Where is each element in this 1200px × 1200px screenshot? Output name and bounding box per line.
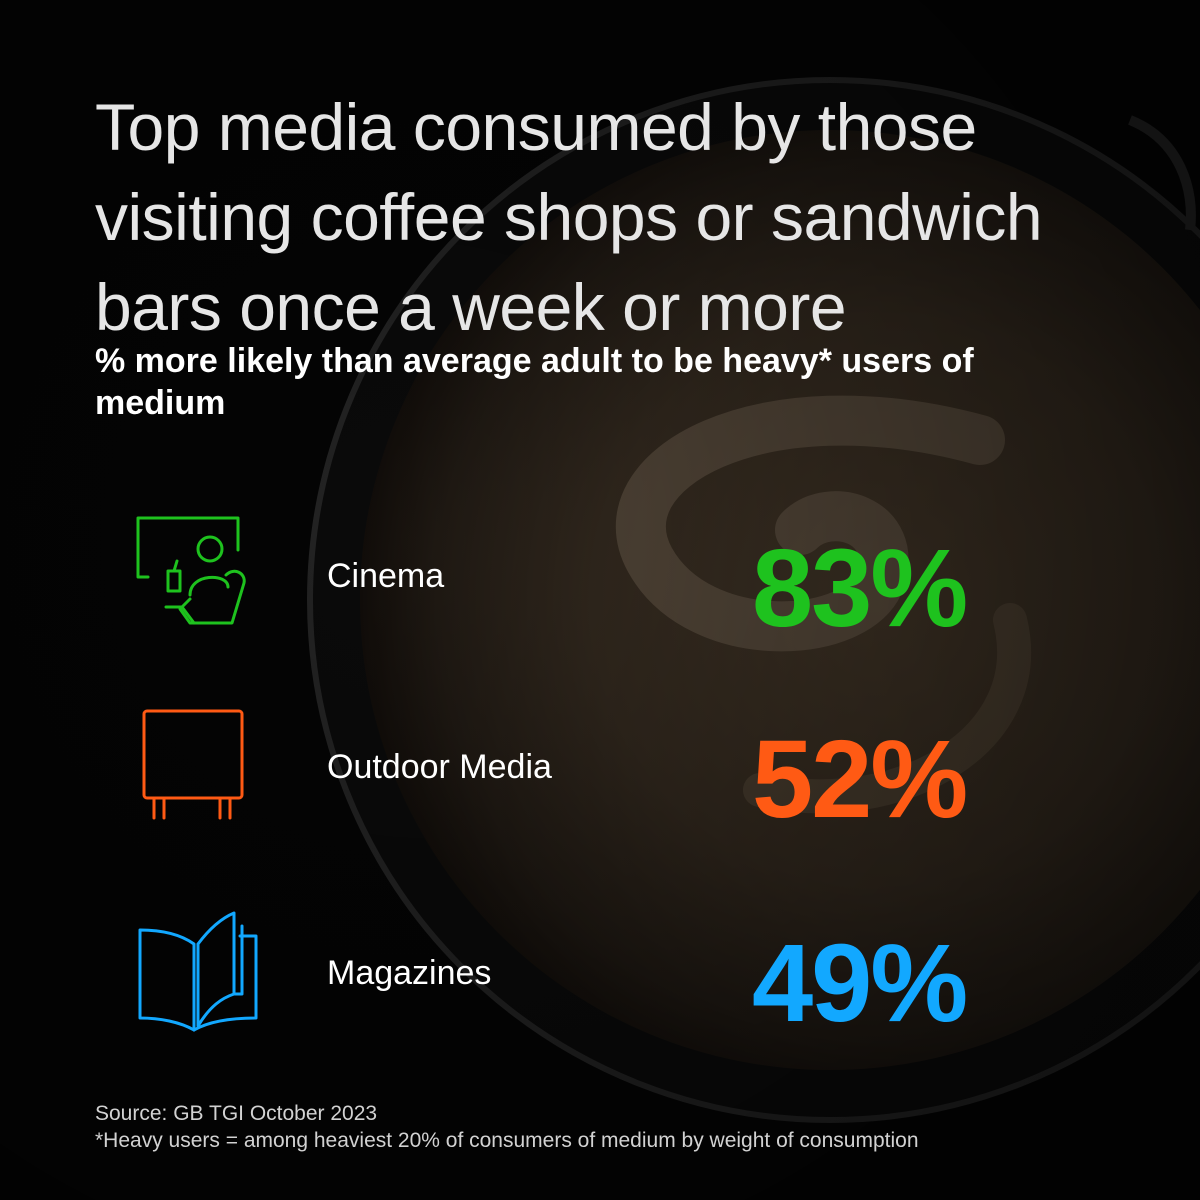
media-row-outdoor: Outdoor Media 52% <box>0 708 1200 848</box>
media-value: 83% <box>752 527 968 650</box>
source-note: Source: GB TGI October 2023 <box>95 1102 378 1125</box>
cinema-icon <box>136 516 246 625</box>
media-row-cinema: Cinema 83% <box>0 515 1200 655</box>
footer: Source: GB TGI October 2023 *Heavy users… <box>95 1100 919 1154</box>
page-title: Top media consumed by those visiting cof… <box>95 90 1043 344</box>
media-label: Cinema <box>327 557 445 595</box>
subtitle: % more likely than average adult to be h… <box>95 342 974 422</box>
footnote: *Heavy users = among heaviest 20% of con… <box>95 1129 919 1152</box>
magazine-icon <box>138 911 258 1032</box>
media-value: 49% <box>752 922 968 1045</box>
media-value: 52% <box>752 718 968 841</box>
media-label: Magazines <box>327 954 492 992</box>
media-label: Outdoor Media <box>327 748 552 786</box>
media-row-magazines: Magazines 49% <box>0 910 1200 1050</box>
billboard-icon <box>142 709 244 820</box>
